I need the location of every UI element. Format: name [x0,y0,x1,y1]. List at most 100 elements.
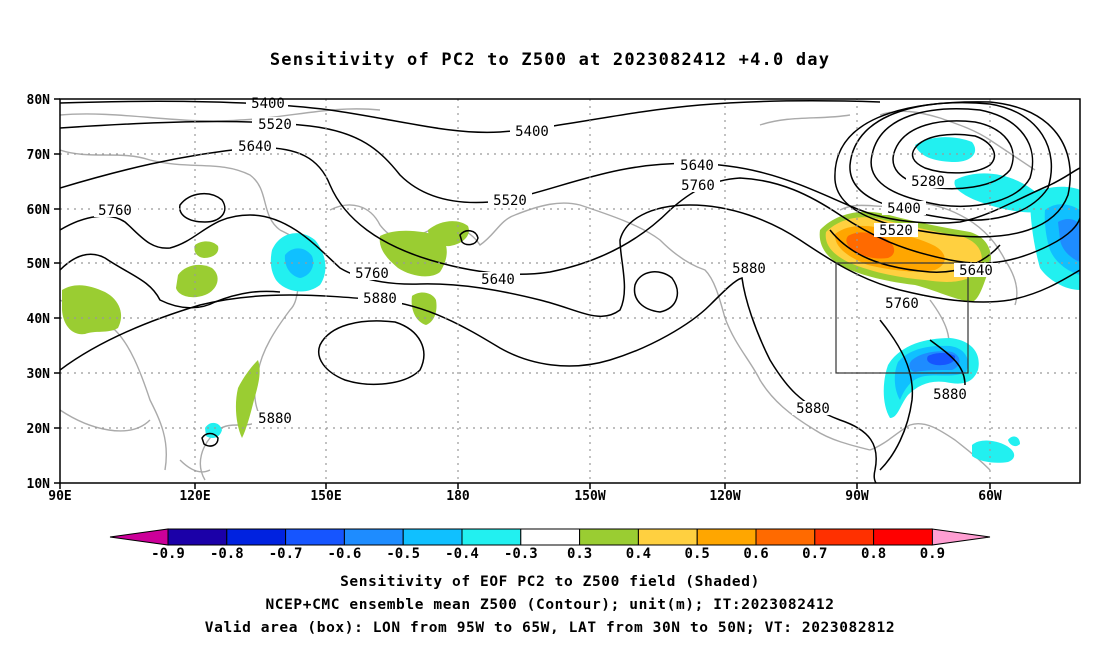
shade-negative-mid [1058,219,1080,262]
contour-5640 [60,146,1080,276]
colorbar: -0.9 -0.8 -0.7 -0.6 -0.5 -0.4 -0.3 0.3 0.4 0.5 0.6… [109,528,991,562]
shade-negative-cyan [972,440,1015,463]
contour-5880-high [60,253,281,309]
lat-axis: 10N 20N 30N 40N 50N 60N 70N 80N [27,93,51,492]
shade-negative-cyan [1008,436,1020,447]
colorbar-cell [814,528,875,546]
contour-label: 5400 [251,96,285,112]
contour-5760 [60,204,1080,318]
contour-label: 5520 [493,193,527,209]
contour-label: 5640 [238,139,272,155]
colorbar-cell [520,528,581,546]
contour-se2 [929,339,966,386]
contour-label: 5760 [355,266,389,282]
contour-label: 5880 [732,261,766,277]
contour-label: 5760 [98,203,132,219]
shade-negative-cyan [915,137,976,162]
lat-label: 70N [27,148,51,163]
contour-label: 5760 [681,178,715,194]
z500-contours [60,100,1080,483]
contour-label: 5880 [258,411,292,427]
contour-label: 5520 [258,117,292,133]
contour-low-70N-1 [911,133,996,174]
contour-southeast [879,319,914,471]
contour-high-35N [318,320,425,386]
colorbar-cell [343,528,404,546]
lat-label: 20N [27,422,51,437]
lon-label: 180 [446,489,470,504]
colorbar-label: 0.4 [626,546,651,562]
contour-low-70N-3 [870,108,1034,208]
lat-label: 80N [27,93,51,108]
colorbar-label: -0.3 [504,546,538,562]
colorbar-cell [637,528,698,546]
caption-line-1: Sensitivity of EOF PC2 to Z500 field (Sh… [340,574,760,590]
lat-label: 60N [27,203,51,218]
lon-label: 90W [845,489,869,504]
contour-label: 5880 [363,291,397,307]
lon-label: 150E [310,489,341,504]
colorbar-label: 0.8 [861,546,886,562]
colorbar-label: 0.5 [685,546,710,562]
colorbar-cell [402,528,463,546]
colorbar-label: 0.9 [920,546,945,562]
map-frame [59,98,1081,484]
contour-trough-us [829,229,1001,273]
shade-positive-green [428,221,469,247]
colorbar-cell [579,528,639,546]
lat-label: 40N [27,312,51,327]
contour-5880 [60,277,877,483]
lon-axis: 90E 120E 150E 180 150W 120W 90W 60W [48,489,1002,504]
colorbar-label: -0.9 [151,546,185,562]
colorbar-label: 0.3 [567,546,592,562]
contour-label: 5280 [911,174,945,190]
contour-label: 5880 [933,387,967,403]
contour-label: 5520 [879,223,913,239]
shade-negative-cyan [205,422,222,438]
contour-label: 5760 [885,296,919,312]
shade-negative-dark [927,353,956,366]
shade-positive-green [62,285,122,335]
contour-5400 [60,100,881,134]
lon-label: 120E [179,489,210,504]
colorbar-cell [226,528,287,546]
colorbar-cell [167,528,228,546]
lon-label: 90E [48,489,71,504]
contour-label: 5400 [515,124,549,140]
contour-small-18N [201,432,219,447]
lat-label: 50N [27,257,51,272]
sensitivity-shading [62,137,1080,463]
contour-label: 5640 [481,272,515,288]
shade-positive-green [194,241,219,258]
contour-label: 5640 [680,158,714,174]
contour-low-45N [633,271,679,313]
colorbar-label: -0.5 [386,546,420,562]
shade-positive-green [235,360,260,438]
contour-label: 5640 [959,263,993,279]
gridlines [60,99,1080,483]
colorbar-cell [461,528,522,546]
colorbar-label: -0.4 [445,546,479,562]
colorbar-high-arrow [931,528,991,546]
shade-positive-green [176,264,218,298]
contour-label-group: 5400 5520 5640 5760 5400 5520 5640 5760 … [94,96,998,427]
lon-label: 60W [978,489,1002,504]
colorbar-label: -0.7 [269,546,303,562]
shade-positive-green [411,292,437,325]
shade-positive-green [379,230,447,277]
lon-label: 150W [574,489,605,504]
contour-5520 [60,120,1080,224]
lat-label: 10N [27,477,51,492]
colorbar-label: -0.8 [210,546,244,562]
colorbar-cell [873,528,933,546]
lat-label: 30N [27,367,51,382]
map-title: Sensitivity of PC2 to Z500 at 2023082412… [269,50,831,70]
colorbar-cell [696,528,757,546]
contour-small-50N [459,230,479,246]
contour-label: 5880 [796,401,830,417]
colorbar-cell [755,528,816,546]
colorbar-label: 0.7 [802,546,827,562]
colorbar-label: 0.6 [743,546,768,562]
contour-high-60N [179,193,226,223]
